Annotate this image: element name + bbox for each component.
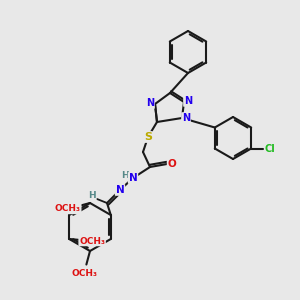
Text: H: H: [88, 191, 96, 200]
Text: N: N: [182, 113, 190, 123]
Text: H: H: [121, 170, 129, 179]
Text: O: O: [168, 159, 176, 169]
Text: N: N: [184, 96, 192, 106]
Text: N: N: [129, 173, 137, 183]
Text: S: S: [144, 132, 152, 142]
Text: OCH₃: OCH₃: [55, 205, 81, 214]
Text: Cl: Cl: [265, 143, 276, 154]
Text: OCH₃: OCH₃: [71, 269, 97, 278]
Text: OCH₃: OCH₃: [79, 236, 105, 245]
Text: N: N: [116, 185, 124, 195]
Text: N: N: [146, 98, 154, 108]
